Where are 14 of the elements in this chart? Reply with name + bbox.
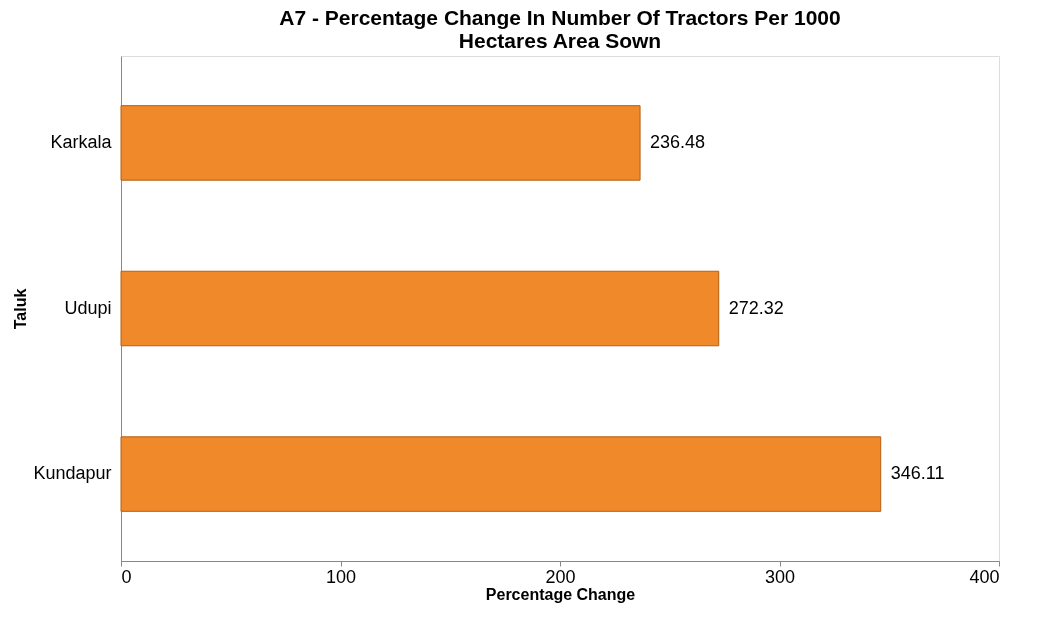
x-tick-label: 100: [325, 566, 357, 587]
y-tick-label: Kundapur: [33, 463, 112, 484]
x-axis-title: Percentage Change: [485, 585, 636, 603]
x-tick-label: 0: [121, 566, 132, 587]
x-tick-label: 400: [969, 566, 1000, 587]
data-label: 272.32: [728, 297, 784, 318]
y-tick-label: Karkala: [50, 131, 113, 152]
x-tick-label: 300: [764, 566, 796, 587]
chart-title: A7 - Percentage Change In Number Of Tractors Per 1000 Hectares Area Sown: [279, 6, 841, 52]
data-label: 346.11: [890, 463, 945, 484]
x-tick-label: 200: [545, 566, 576, 587]
data-label: 236.48: [650, 131, 706, 152]
y-axis-title: Taluk: [12, 288, 30, 330]
y-tick-label: Udupi: [64, 297, 112, 318]
